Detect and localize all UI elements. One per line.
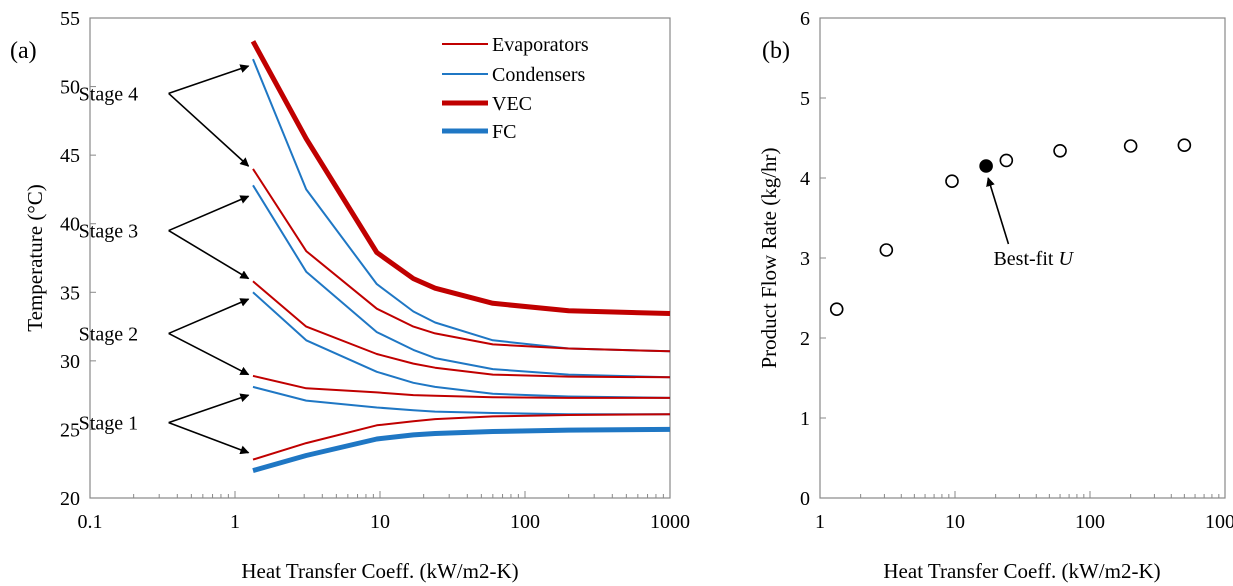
- stage-arrow: [168, 92, 250, 167]
- stage-arrow: [168, 393, 250, 424]
- series-line-evaporator-8: [252, 413, 671, 461]
- x-tick-label-a: 100: [510, 511, 540, 533]
- legend-label-evaporators: Evaporators: [492, 34, 589, 56]
- x-tick-label-b: 1000: [1205, 511, 1233, 533]
- stage-annotations: Stage 4 Stage 3 Stage 2 Stage 1: [79, 64, 250, 455]
- panel-label-b: (b): [762, 38, 790, 64]
- x-tick-label-a: 0.1: [78, 511, 103, 533]
- series-line-evaporator-6: [252, 374, 670, 399]
- y-axis-label-a: Temperature (°C): [23, 184, 47, 331]
- legend-a: Evaporators Condensers VEC FC: [442, 34, 589, 143]
- best-fit-point: [979, 159, 993, 173]
- y-tick-label-a: 50: [60, 77, 80, 99]
- x-tick-label-b: 1: [815, 511, 825, 533]
- y-tick-label-b: 0: [800, 488, 810, 510]
- best-fit-arrow: [986, 177, 1010, 245]
- y-tick-label-a: 55: [60, 8, 80, 30]
- x-tick-labels-a: 0.1 1 10 100 1000: [78, 511, 691, 533]
- series-line-vec-0: [250, 40, 671, 316]
- stage-arrow: [168, 332, 250, 376]
- x-tick-label-a: 10: [370, 511, 390, 533]
- y-tick-labels-b: 0 1 2 3 4 5 6: [800, 8, 810, 510]
- legend-label-condensers: Condensers: [492, 64, 586, 86]
- x-tick-label-a: 1000: [650, 511, 690, 533]
- stage-label: Stage 1: [79, 413, 138, 435]
- y-axis-label-b: Product Flow Rate (kg/hr): [757, 147, 781, 368]
- best-fit-label: Best-fit U: [993, 248, 1074, 270]
- y-tick-label-b: 3: [800, 248, 810, 270]
- y-tick-label-b: 4: [800, 168, 810, 190]
- y-tick-label-b: 6: [800, 8, 810, 30]
- data-point: [879, 243, 894, 257]
- y-tick-label-b: 2: [800, 328, 810, 350]
- y-tick-labels-a: 20 25 30 35 40 45 50 55: [60, 8, 80, 510]
- series-line-condenser-7: [252, 385, 670, 416]
- x-tick-labels-b: 1 10 100 1000: [815, 511, 1233, 533]
- data-point: [1123, 139, 1138, 153]
- stage-arrow: [168, 195, 250, 232]
- panel-label-a: (a): [10, 38, 37, 64]
- data-point: [829, 302, 844, 317]
- y-tick-label-a: 35: [60, 282, 80, 304]
- stage-arrow: [168, 298, 250, 335]
- series-group-a: [250, 40, 671, 474]
- legend-label-vec: VEC: [492, 93, 532, 115]
- y-tick-label-b: 5: [800, 88, 810, 110]
- y-tick-label-a: 20: [60, 488, 80, 510]
- data-point: [945, 174, 959, 188]
- series-line-evaporator-4: [252, 280, 671, 379]
- series-line-evaporator-2: [252, 168, 671, 353]
- x-axis-label-b: Heat Transfer Coeff. (kW/m2-K): [883, 559, 1160, 583]
- scatter-points-b: [829, 138, 1192, 317]
- best-fit-annotation: Best-fit U: [986, 177, 1074, 270]
- y-tick-label-a: 45: [60, 145, 80, 167]
- x-minor-ticks-b: [819, 17, 1220, 499]
- legend-label-fc: FC: [492, 121, 516, 143]
- series-line-condenser-3: [252, 184, 671, 379]
- stage-arrow: [168, 64, 250, 95]
- data-point: [1053, 144, 1067, 158]
- x-tick-label-b: 10: [945, 511, 965, 533]
- y-tick-label-a: 30: [60, 351, 80, 373]
- stage-arrow: [168, 229, 250, 280]
- x-minor-ticks-a: [89, 17, 664, 499]
- stage-arrow: [168, 421, 250, 455]
- stage-label: Stage 4: [79, 83, 138, 105]
- series-line-condenser-5: [252, 291, 671, 399]
- stage-label: Stage 3: [79, 221, 138, 243]
- series-line-fc-9: [252, 426, 671, 474]
- x-axis-label-a: Heat Transfer Coeff. (kW/m2-K): [241, 559, 518, 583]
- stage-label: Stage 2: [79, 323, 138, 345]
- x-tick-label-b: 100: [1075, 511, 1105, 533]
- y-tick-label-a: 40: [60, 214, 80, 236]
- x-tick-label-a: 1: [230, 511, 240, 533]
- data-point: [1177, 138, 1192, 152]
- data-point: [999, 153, 1014, 168]
- chart-a: (a) 0.1 1 10 100 1000 20 25 30 35 40 45 50 55 Stage…: [10, 8, 690, 583]
- y-tick-label-b: 1: [800, 408, 810, 430]
- y-tick-label-a: 25: [60, 419, 80, 441]
